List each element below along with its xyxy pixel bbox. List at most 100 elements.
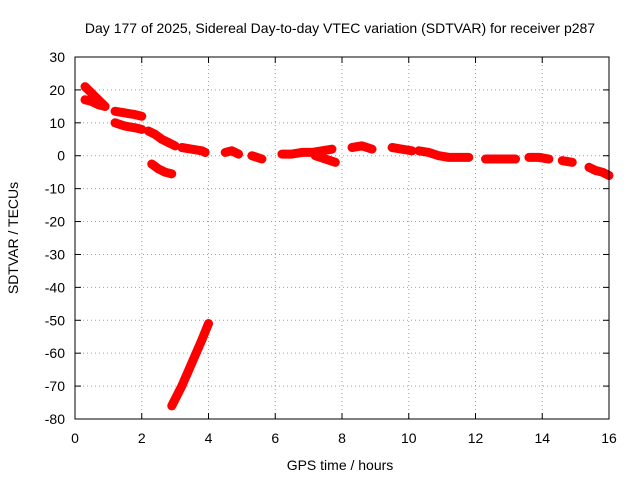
data-point-marker xyxy=(188,359,196,367)
series-arc-13 xyxy=(347,141,377,154)
series-arc-8 xyxy=(177,143,210,157)
data-point-marker xyxy=(562,157,570,165)
data-point-marker xyxy=(231,148,239,156)
x-tick-label: 6 xyxy=(271,430,279,446)
data-point-marker xyxy=(154,165,162,173)
data-point-marker xyxy=(318,147,326,155)
data-point-marker xyxy=(321,146,329,154)
series-arc-18 xyxy=(557,156,577,167)
data-point-marker xyxy=(94,101,102,109)
data-point-marker xyxy=(221,148,229,156)
data-point-marker xyxy=(598,168,606,176)
data-point-marker xyxy=(235,150,243,158)
data-point-marker xyxy=(138,125,146,133)
data-point-marker xyxy=(144,127,152,135)
data-point-marker xyxy=(179,379,187,387)
y-tick-label: 10 xyxy=(49,115,65,131)
data-point-marker xyxy=(195,342,203,350)
y-tick-label: -80 xyxy=(45,411,65,427)
data-point-marker xyxy=(134,125,142,133)
data-point-marker xyxy=(185,365,193,373)
data-point-marker xyxy=(328,145,336,153)
data-point-marker xyxy=(81,96,89,104)
data-point-marker xyxy=(401,146,409,154)
chart-title: Day 177 of 2025, Sidereal Day-to-day VTE… xyxy=(85,20,595,36)
data-point-marker xyxy=(88,97,96,105)
data-point-marker xyxy=(368,145,376,153)
y-axis-label: SDTVAR / TECUs xyxy=(5,182,21,294)
data-point-marker xyxy=(565,158,573,166)
series-arc-16 xyxy=(481,154,521,164)
y-tick-label: -10 xyxy=(45,181,65,197)
y-tick-label: 0 xyxy=(57,148,65,164)
data-point-marker xyxy=(465,153,473,161)
data-point-marker xyxy=(178,382,186,390)
data-point-marker xyxy=(535,153,543,161)
data-point-marker xyxy=(602,170,610,178)
data-point-marker xyxy=(585,163,593,171)
data-point-marker xyxy=(114,108,122,116)
data-point-marker xyxy=(189,356,197,364)
data-point-marker xyxy=(225,148,233,156)
axis-ticks: 0 2 4 6 8 10 12 14 16 30 20 10 0 -10 -20 -30 -40 -50 -60 -7… xyxy=(45,49,617,446)
data-point-marker xyxy=(128,110,136,118)
y-tick-label: -50 xyxy=(45,312,65,328)
data-point-marker xyxy=(138,112,146,120)
data-point-marker xyxy=(111,107,119,115)
y-tick-label: 30 xyxy=(49,49,65,65)
data-point-marker xyxy=(184,145,192,153)
data-point-marker xyxy=(158,167,166,175)
data-point-marker xyxy=(161,137,169,145)
series-arc-4 xyxy=(110,118,147,134)
data-point-marker xyxy=(201,148,209,156)
data-point-marker xyxy=(355,142,363,150)
data-point-marker xyxy=(193,348,201,356)
x-tick-label: 4 xyxy=(205,430,213,446)
data-point-marker xyxy=(148,129,156,137)
data-point-marker xyxy=(558,157,566,165)
data-point-marker xyxy=(205,320,212,328)
data-point-marker xyxy=(180,376,188,384)
series-arc-5 xyxy=(143,126,180,151)
data-point-marker xyxy=(183,371,191,379)
data-point-marker xyxy=(158,135,166,143)
data-point-marker xyxy=(124,109,132,117)
y-tick-label: -70 xyxy=(45,378,65,394)
data-point-marker xyxy=(101,102,109,110)
x-tick-label: 12 xyxy=(468,430,484,446)
series-arc-12 xyxy=(310,151,340,167)
x-tick-label: 0 xyxy=(71,430,79,446)
data-point-marker xyxy=(542,154,550,162)
data-point-marker xyxy=(131,111,139,119)
series-arc-10 xyxy=(247,151,267,164)
data-point-marker xyxy=(134,111,142,119)
data-point-marker xyxy=(538,154,546,162)
data-point-marker xyxy=(192,350,200,358)
y-tick-label: 20 xyxy=(49,82,65,98)
data-point-marker xyxy=(592,167,600,175)
data-point-marker xyxy=(197,339,205,347)
x-tick-label: 2 xyxy=(138,430,146,446)
x-tick-label: 16 xyxy=(601,430,617,446)
data-point-marker xyxy=(178,144,186,151)
data-point-marker xyxy=(288,150,296,158)
data-point-marker xyxy=(348,144,356,151)
x-tick-label: 10 xyxy=(401,430,417,446)
data-point-marker xyxy=(121,109,129,117)
data-series xyxy=(80,82,614,411)
data-point-marker xyxy=(421,148,429,156)
series-arc-11 xyxy=(277,144,337,159)
data-point-marker xyxy=(438,152,446,160)
data-point-marker xyxy=(118,108,126,116)
data-point-marker xyxy=(164,169,172,177)
data-point-marker xyxy=(161,168,169,176)
data-point-marker xyxy=(545,155,553,163)
data-point-marker xyxy=(184,368,192,376)
data-point-marker xyxy=(198,147,206,155)
data-point-marker xyxy=(415,147,423,155)
data-point-marker xyxy=(124,123,132,131)
data-point-marker xyxy=(181,144,189,152)
data-point-marker xyxy=(84,97,92,105)
grid-lines xyxy=(75,57,609,419)
